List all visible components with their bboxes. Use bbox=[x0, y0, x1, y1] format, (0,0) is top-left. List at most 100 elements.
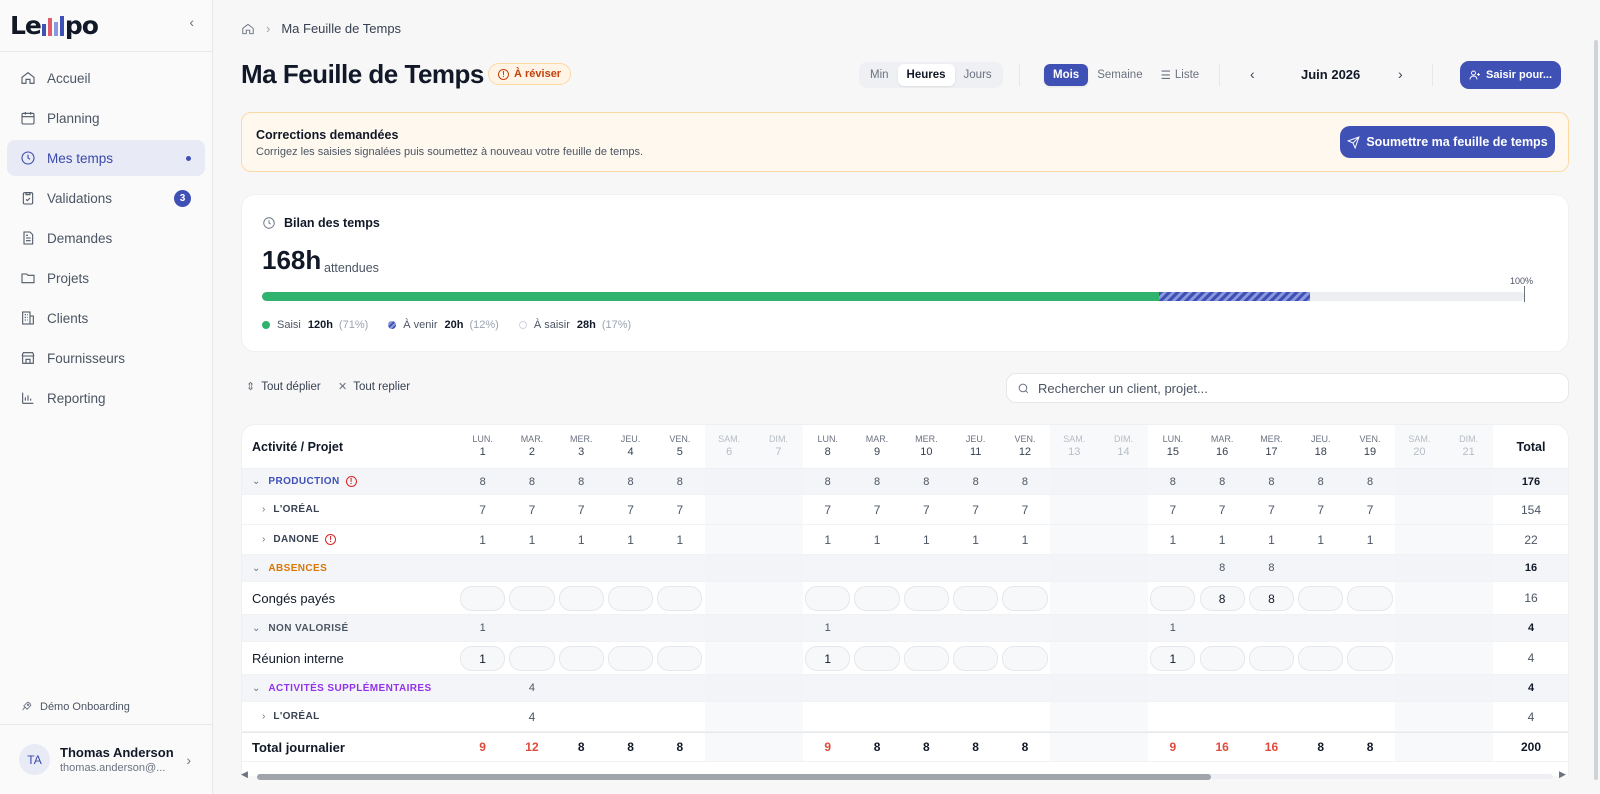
sidebar-item-validations[interactable]: Validations 3 bbox=[7, 180, 205, 216]
day-number: 17 bbox=[1265, 446, 1278, 459]
view-option-liste[interactable]: ☰ Liste bbox=[1152, 64, 1209, 86]
time-input-cell[interactable] bbox=[607, 586, 654, 611]
home-icon[interactable] bbox=[241, 22, 255, 36]
sidebar-item-mes-temps[interactable]: Mes temps bbox=[7, 140, 205, 176]
submit-timesheet-button[interactable]: Soumettre ma feuille de temps bbox=[1340, 126, 1555, 158]
time-input-cell[interactable]: 8 bbox=[1199, 586, 1245, 611]
time-input-cell[interactable] bbox=[1199, 646, 1245, 671]
time-input-cell[interactable]: 8 bbox=[1248, 586, 1295, 611]
collapse-all-button[interactable]: ✕ Tout replier bbox=[338, 380, 410, 394]
time-input-cell[interactable] bbox=[1347, 586, 1393, 611]
time-input-cell[interactable] bbox=[558, 646, 604, 671]
time-input-cell[interactable] bbox=[1150, 586, 1196, 611]
breadcrumb: › Ma Feuille de Temps bbox=[241, 21, 401, 36]
hours-cell: 8 bbox=[1317, 475, 1324, 488]
time-input-cell[interactable] bbox=[1002, 586, 1048, 611]
timesheet-grid: Activité / Projet LUN. 1 MAR. 2 MER. 3 JEU. 4 VEN… bbox=[241, 424, 1569, 776]
time-input-cell[interactable] bbox=[509, 586, 555, 611]
row-total: 4 bbox=[1527, 709, 1535, 724]
legend-a-venir-value: 20h bbox=[444, 319, 464, 331]
time-input-cell[interactable] bbox=[657, 586, 703, 611]
time-input-cell[interactable] bbox=[1347, 646, 1393, 671]
time-input-cell[interactable] bbox=[1298, 646, 1344, 671]
expand-all-button[interactable]: ⇕ Tout déplier bbox=[246, 380, 321, 394]
sidebar-item-label: Fournisseurs bbox=[47, 350, 126, 366]
unit-option-heures[interactable]: Heures bbox=[897, 64, 955, 86]
sidebar-item-accueil[interactable]: Accueil bbox=[7, 60, 205, 96]
scroll-right-icon[interactable]: ▶ bbox=[1559, 769, 1566, 779]
row-label[interactable]: ⌄ NON VALORISÉ bbox=[242, 615, 457, 641]
day-of-week: LUN. bbox=[1162, 434, 1184, 444]
hours-cell: 7 bbox=[972, 502, 979, 517]
time-input-cell[interactable] bbox=[558, 586, 604, 611]
day-of-week: JEU. bbox=[1310, 434, 1331, 444]
time-input-cell[interactable] bbox=[903, 646, 949, 671]
sidebar-item-planning[interactable]: Planning bbox=[7, 100, 205, 136]
search-input[interactable] bbox=[1038, 380, 1538, 396]
chevron-down-icon[interactable]: ⌄ bbox=[252, 562, 261, 574]
unit-option-jours[interactable]: Jours bbox=[963, 69, 992, 81]
row-label[interactable]: ⌄ PRODUCTION! bbox=[242, 469, 457, 494]
legend-saisi-pct: (71%) bbox=[338, 319, 369, 331]
time-input-cell[interactable] bbox=[903, 586, 949, 611]
user-menu[interactable]: TA Thomas Anderson thomas.anderson@... › bbox=[0, 724, 213, 794]
sidebar-item-fournisseurs[interactable]: Fournisseurs bbox=[7, 340, 205, 376]
hours-cell: 1 bbox=[922, 532, 930, 547]
scrollbar-thumb[interactable] bbox=[257, 774, 1211, 780]
chevron-down-icon[interactable]: ⌄ bbox=[252, 682, 261, 694]
vertical-scrollbar[interactable] bbox=[1594, 40, 1598, 780]
time-input-cell[interactable] bbox=[953, 586, 999, 611]
time-input-cell[interactable] bbox=[460, 586, 506, 611]
saisir-pour-button[interactable]: Saisir pour... bbox=[1460, 61, 1561, 89]
hours-cell: 7 bbox=[824, 502, 832, 517]
time-input-cell[interactable] bbox=[854, 586, 900, 611]
row-label[interactable]: › DANONE! bbox=[242, 525, 457, 554]
time-input-cell[interactable] bbox=[1298, 586, 1344, 611]
day-header: VEN. 19 bbox=[1345, 425, 1394, 468]
day-header: DIM. 14 bbox=[1099, 425, 1148, 468]
chevron-down-icon[interactable]: ⌄ bbox=[252, 622, 261, 634]
day-number: 12 bbox=[1018, 446, 1032, 459]
grid-row-client: › DANONE! 1 1 1 1 1 1 1 1 1 1 1 1 1 1 1 22 bbox=[242, 525, 1568, 555]
view-option-mois[interactable]: Mois bbox=[1044, 64, 1089, 86]
scroll-left-icon[interactable]: ◀ bbox=[241, 769, 248, 779]
hours-cell: 1 bbox=[1317, 532, 1325, 547]
hours-cell: 7 bbox=[627, 502, 634, 517]
chevron-left-icon[interactable]: ‹ bbox=[189, 14, 194, 30]
time-input-cell[interactable] bbox=[805, 586, 851, 611]
previous-month-button[interactable]: ‹ bbox=[1250, 66, 1255, 82]
time-input-cell[interactable] bbox=[607, 646, 654, 671]
time-input-cell[interactable] bbox=[953, 646, 999, 671]
horizontal-scrollbar[interactable]: ◀ ▶ bbox=[241, 769, 1569, 781]
time-input-cell[interactable]: 1 bbox=[1150, 646, 1196, 671]
sidebar-item-projets[interactable]: Projets bbox=[7, 260, 205, 296]
chevron-right-icon[interactable]: › bbox=[262, 504, 266, 515]
view-option-semaine[interactable]: Semaine bbox=[1097, 69, 1143, 81]
row-label[interactable]: ⌄ ABSENCES bbox=[242, 555, 457, 581]
day-header: JEU. 11 bbox=[951, 425, 1000, 468]
row-label[interactable]: › L'ORÉAL bbox=[242, 702, 457, 731]
sidebar-item-clients[interactable]: Clients bbox=[7, 300, 205, 336]
time-input-cell[interactable] bbox=[854, 646, 900, 671]
day-header: DIM. 7 bbox=[754, 425, 803, 468]
time-input-cell[interactable] bbox=[1002, 646, 1048, 671]
logo-row: Le po ‹ bbox=[0, 0, 212, 52]
time-input-cell[interactable] bbox=[509, 646, 555, 671]
chevron-right-icon[interactable]: › bbox=[262, 711, 266, 722]
row-label[interactable]: › L'ORÉAL bbox=[242, 495, 457, 524]
time-input-cell[interactable] bbox=[1248, 646, 1295, 671]
chevron-right-icon[interactable]: › bbox=[262, 534, 266, 545]
unit-option-min[interactable]: Min bbox=[870, 69, 889, 81]
next-month-button[interactable]: › bbox=[1398, 66, 1403, 82]
chevron-down-icon[interactable]: ⌄ bbox=[252, 476, 261, 487]
time-input-cell[interactable] bbox=[657, 646, 703, 671]
row-label[interactable]: ⌄ ACTIVITÉS SUPPLÉMENTAIRES bbox=[242, 675, 457, 701]
sidebar-item-demandes[interactable]: Demandes bbox=[7, 220, 205, 256]
sidebar-item-reporting[interactable]: Reporting bbox=[7, 380, 205, 416]
demo-onboarding-link[interactable]: Démo Onboarding bbox=[20, 700, 130, 713]
time-input-cell[interactable]: 1 bbox=[805, 646, 851, 671]
day-number: 6 bbox=[726, 446, 733, 459]
legend-a-saisir: À saisir 28h (17%) bbox=[518, 319, 631, 331]
time-input-cell[interactable]: 1 bbox=[460, 646, 506, 671]
logo[interactable]: Le po bbox=[10, 11, 99, 40]
